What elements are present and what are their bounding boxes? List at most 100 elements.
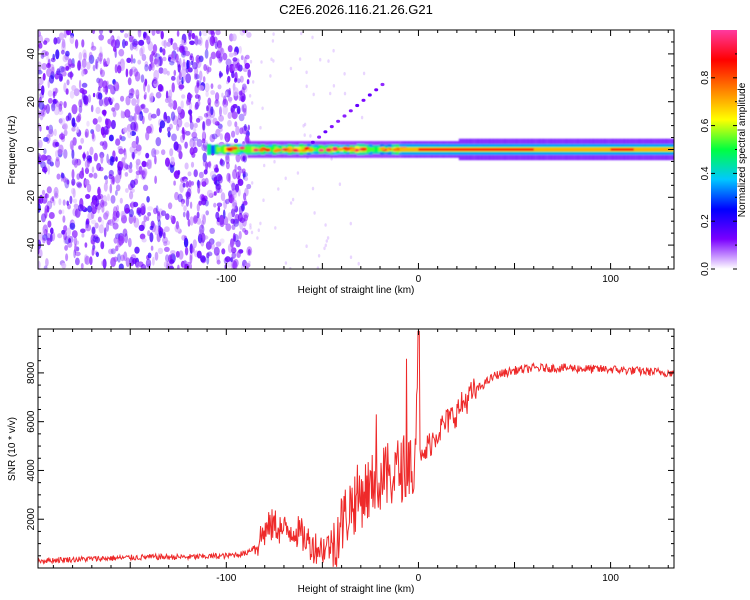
noise-cell	[209, 170, 216, 178]
noise-cell	[155, 91, 162, 99]
y-tick-label: -40	[26, 237, 37, 252]
noise-cell	[216, 259, 221, 265]
noise-cell	[323, 130, 328, 134]
noise-cell	[73, 203, 79, 209]
noise-cell	[58, 198, 62, 206]
noise-cell	[98, 30, 104, 35]
noise-cell	[151, 30, 156, 36]
noise-cell	[219, 106, 222, 117]
noise-cell	[206, 105, 209, 112]
noise-cell	[89, 146, 94, 156]
noise-cell	[141, 237, 147, 243]
noise-cell	[175, 220, 179, 230]
colorbar-tick-label: 0.8	[700, 70, 711, 84]
noise-cell	[198, 180, 201, 188]
noise-cell	[134, 104, 141, 115]
noise-cell	[183, 205, 187, 212]
carrier-hotspot	[231, 146, 238, 150]
noise-cell	[227, 243, 233, 254]
noise-cell	[102, 258, 107, 269]
carrier-hotspot	[342, 146, 349, 150]
noise-cell	[118, 48, 125, 57]
noise-cell	[256, 236, 259, 240]
noise-cell	[98, 224, 105, 234]
noise-cell	[66, 30, 72, 36]
noise-cell	[230, 218, 235, 224]
noise-cell	[132, 58, 136, 64]
noise-cell	[80, 228, 86, 234]
noise-cell	[196, 138, 203, 148]
noise-cell	[69, 222, 76, 230]
noise-cell	[212, 117, 218, 125]
noise-cell	[39, 110, 44, 121]
noise-cell	[169, 60, 175, 66]
noise-cell	[355, 103, 360, 108]
noise-cell	[209, 239, 214, 246]
noise-cell	[202, 121, 206, 132]
noise-cell	[189, 141, 194, 147]
y-tick-label: 4000	[26, 459, 37, 482]
noise-cell	[209, 227, 215, 234]
noise-cell	[100, 69, 105, 78]
noise-cell	[77, 60, 81, 71]
noise-cell	[221, 92, 224, 98]
noise-cell	[233, 235, 236, 245]
noise-cell	[224, 91, 228, 97]
noise-cell	[147, 230, 151, 237]
noise-cell	[51, 196, 55, 202]
noise-cell	[260, 60, 263, 64]
noise-cell	[257, 228, 260, 232]
noise-cell	[143, 82, 146, 92]
noise-cell	[157, 84, 163, 92]
noise-cell	[147, 252, 152, 259]
noise-cell	[78, 204, 84, 212]
noise-cell	[95, 60, 99, 70]
noise-cell	[129, 42, 134, 51]
noise-cell	[145, 258, 152, 268]
noise-cell	[201, 178, 206, 185]
noise-cell	[71, 178, 76, 186]
noise-cell	[124, 207, 131, 214]
noise-cell	[46, 237, 51, 246]
noise-cell	[128, 115, 134, 122]
noise-cell	[118, 263, 124, 269]
noise-cell	[53, 106, 60, 116]
noise-cell	[171, 133, 177, 142]
noise-cell	[166, 70, 170, 76]
noise-cell	[208, 160, 212, 169]
noise-cell	[193, 169, 198, 178]
noise-cell	[104, 142, 108, 149]
noise-cell	[63, 82, 67, 93]
noise-cell	[127, 128, 133, 139]
noise-cell	[90, 45, 97, 51]
noise-cell	[87, 212, 94, 221]
noise-cell	[90, 219, 97, 225]
carrier-cell	[207, 144, 212, 155]
y-tick-label: 8000	[26, 361, 37, 384]
noise-cell	[247, 248, 251, 256]
noise-cell	[232, 57, 238, 62]
noise-cell	[81, 39, 85, 48]
noise-cell	[84, 131, 88, 138]
noise-cell	[214, 99, 220, 108]
noise-cell	[61, 262, 67, 269]
noise-cell	[232, 193, 235, 203]
noise-cell	[243, 108, 247, 117]
noise-cell	[140, 74, 145, 83]
noise-cell	[115, 190, 118, 196]
noise-cell	[49, 63, 55, 72]
noise-cell	[38, 232, 44, 241]
carrier-band	[207, 138, 674, 161]
noise-cell	[209, 56, 213, 66]
y-tick-label: -20	[26, 190, 37, 205]
noise-cell	[235, 239, 241, 248]
carrier-cell	[210, 145, 215, 154]
noise-cell	[53, 192, 59, 199]
noise-cell	[58, 209, 63, 215]
noise-cell	[140, 170, 145, 176]
noise-cell	[55, 141, 60, 147]
noise-cell	[53, 37, 58, 45]
noise-cell	[116, 65, 122, 74]
noise-cell	[110, 248, 116, 255]
noise-cell	[207, 251, 213, 257]
